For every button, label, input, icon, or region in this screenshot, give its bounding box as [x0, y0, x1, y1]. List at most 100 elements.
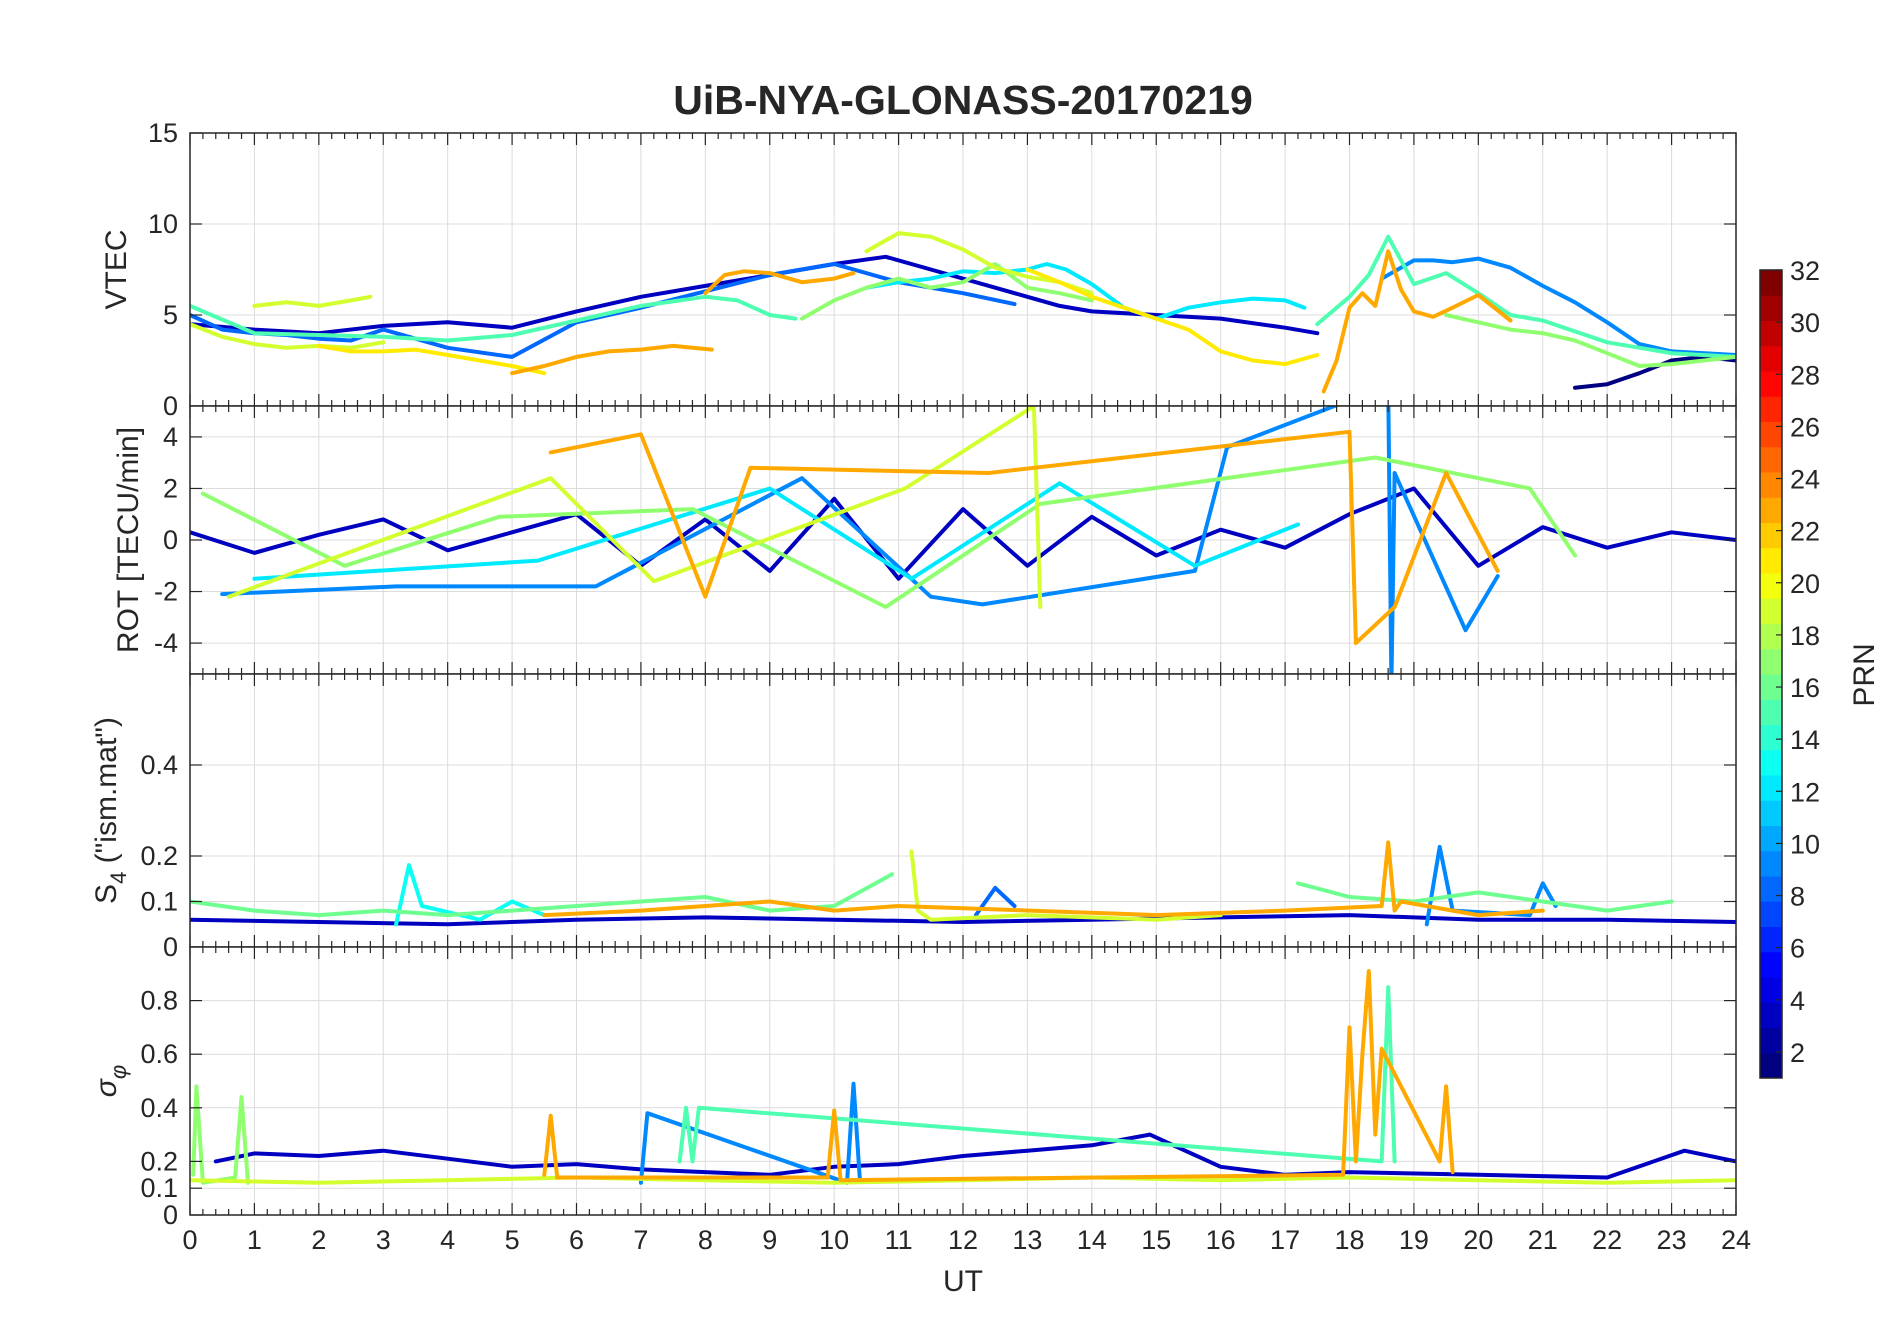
x-tick-label: 2: [311, 1225, 326, 1255]
y-tick-label: 10: [148, 209, 178, 239]
colorbar-swatch: [1760, 472, 1782, 498]
x-tick-label: 18: [1334, 1225, 1364, 1255]
colorbar-swatch: [1760, 522, 1782, 549]
colorbar-tick-label: 6: [1790, 934, 1805, 964]
panel-vtec-ylabel: VTEC: [100, 229, 133, 309]
colorbar-swatch: [1760, 345, 1782, 372]
series-line-prn-19: [190, 322, 386, 350]
series-line-prn-15: [190, 294, 798, 343]
x-tick-label: 5: [505, 1225, 520, 1255]
series-line-prn-3: [190, 913, 1736, 927]
colorbar-swatch: [1760, 674, 1782, 700]
x-tick-label: 15: [1141, 1225, 1171, 1255]
x-tick-label: 4: [440, 1225, 455, 1255]
colorbar-swatch: [1760, 421, 1782, 448]
x-tick-label: 3: [376, 1225, 391, 1255]
colorbar-swatch: [1760, 699, 1782, 725]
y-tick-label: 2: [163, 473, 178, 503]
colorbar-swatch: [1760, 850, 1782, 877]
y-tick-label: 0.6: [140, 1039, 178, 1069]
y-tick-label: 0.8: [140, 986, 178, 1016]
x-tick-label: 23: [1657, 1225, 1687, 1255]
series-line-prn-21: [316, 343, 547, 376]
panel-vtec-grid: [189, 132, 1737, 407]
y-tick-label: 0.2: [140, 841, 178, 871]
panel-rot-series: [190, 406, 1736, 674]
x-axis-label: UT: [943, 1265, 983, 1298]
series-line-prn-16: [1296, 881, 1674, 913]
colorbar-swatch: [1760, 825, 1782, 852]
chart-title: UiB-NYA-GLONASS-20170219: [673, 77, 1253, 123]
colorbar-swatch: [1760, 446, 1782, 473]
colorbar-tick-label: 30: [1790, 308, 1820, 338]
colorbar-swatch: [1760, 371, 1782, 397]
panel-s4: 0 0.1 0.2 0.4 S4 ("ism.mat"): [90, 673, 1737, 962]
colorbar-swatch: [1760, 951, 1782, 978]
x-tick-label: 14: [1077, 1225, 1107, 1255]
x-tick-label: 9: [762, 1225, 777, 1255]
y-tick-label: 0: [163, 932, 178, 962]
series-line-prn-16: [190, 872, 895, 918]
x-tick-label: 21: [1528, 1225, 1558, 1255]
series-line-prn-12: [252, 481, 1300, 581]
colorbar-tick-label: 28: [1790, 360, 1820, 390]
colorbar-tick-label: 24: [1790, 465, 1820, 495]
series-line-prn-15: [677, 985, 1397, 1164]
y-tick-label: 5: [163, 300, 178, 330]
x-tick-label: 1: [247, 1225, 262, 1255]
colorbar-frame: [1759, 269, 1783, 1079]
x-tick-label: 19: [1399, 1225, 1429, 1255]
x-tick-label: 8: [698, 1225, 713, 1255]
panel-rot-ylabel: ROT [TECU/min]: [112, 427, 145, 653]
x-axis: 0 1 2 3 4 5 6 7 8 9 10 11 12 13 14 15 16 17 18 19 20 21 22 23 24…: [182, 1225, 1751, 1298]
y-tick-label: -2: [154, 577, 178, 607]
x-tick-label: 13: [1012, 1225, 1042, 1255]
x-tick-label: 12: [948, 1225, 978, 1255]
panel-sigma-ticks: [189, 947, 1737, 1216]
series-line-prn-9: [220, 406, 1500, 674]
x-tick-label: 17: [1270, 1225, 1300, 1255]
series-line-prn-19: [909, 849, 1223, 922]
panel-rot-ticks: [189, 406, 1737, 674]
colorbar-tick-label: 12: [1790, 777, 1820, 807]
x-tick-label: 0: [182, 1225, 197, 1255]
panel-s4-ylabel: S4 ("ism.mat"): [90, 717, 131, 904]
y-tick-label: 0.1: [140, 1173, 178, 1203]
series-line-prn-19: [252, 294, 373, 308]
colorbar-swatch: [1760, 648, 1782, 675]
colorbar-swatch: [1760, 876, 1782, 902]
y-tick-label: 0.4: [140, 750, 178, 780]
series-line-prn-23: [703, 269, 856, 296]
colorbar-swatch: [1760, 1027, 1782, 1054]
colorbar-tick-label: 26: [1790, 412, 1820, 442]
y-tick-label: -4: [154, 628, 178, 658]
panel-s4-series: [190, 840, 1736, 927]
panel-vtec-series: [190, 231, 1736, 394]
series-line-prn-9: [1379, 256, 1736, 357]
series-line-prn-23: [548, 429, 1500, 646]
colorbar-swatch: [1760, 320, 1782, 347]
series-line-prn-17: [200, 455, 1577, 609]
colorbar-swatch: [1760, 1052, 1782, 1079]
colorbar-swatch: [1760, 749, 1782, 776]
x-tick-label: 16: [1206, 1225, 1236, 1255]
colorbar-tick-label: 18: [1790, 621, 1820, 651]
colorbar-tick-label: 20: [1790, 569, 1820, 599]
colorbar-label: PRN: [1848, 643, 1881, 706]
panel-sigma-series: [190, 969, 1736, 1185]
series-line-prn-23: [1321, 249, 1513, 394]
colorbar-swatch: [1760, 800, 1782, 826]
series-line-prn-13: [394, 863, 547, 927]
series-line-prn-21: [1025, 267, 1320, 367]
panel-sigma-ylabel: σφ: [90, 1065, 131, 1097]
series-line-prn-23: [510, 343, 714, 376]
series-line-prn-3: [213, 1132, 1736, 1180]
y-tick-label: 0: [163, 1200, 178, 1230]
series-line-prn-17: [1444, 313, 1736, 368]
series-line-prn-17: [800, 262, 1094, 321]
x-tick-label: 6: [569, 1225, 584, 1255]
series-line-prn-23: [542, 969, 1455, 1183]
